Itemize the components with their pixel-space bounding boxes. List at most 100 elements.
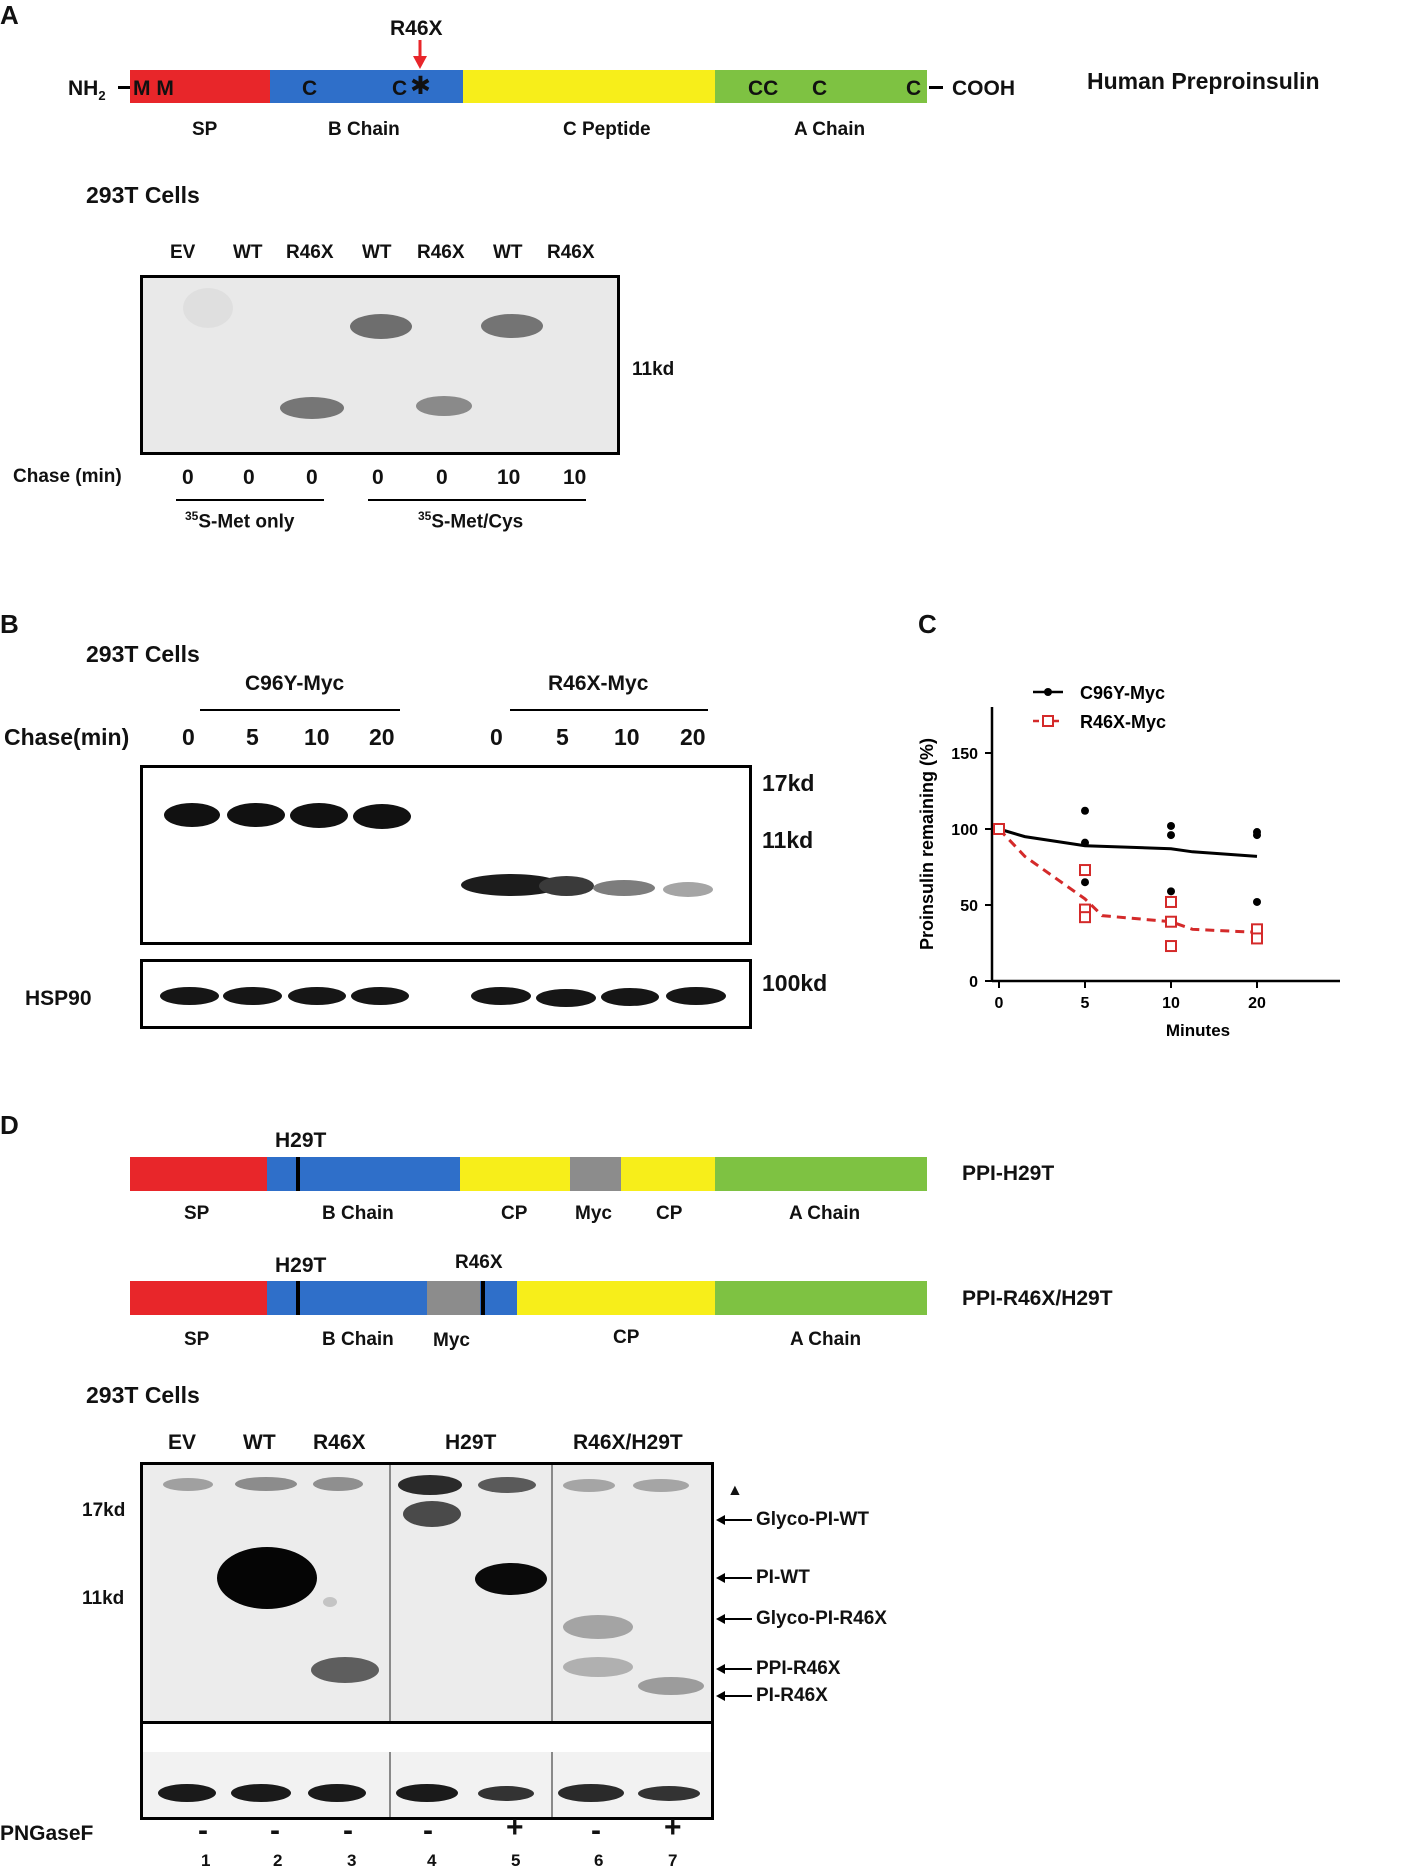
chase-a-6: 10: [497, 466, 521, 489]
construct2-label-a-chain: A Chain: [790, 1329, 862, 1350]
mutation-label-r46x: R46X: [390, 17, 443, 40]
construct1-label-b-chain: B Chain: [322, 1203, 394, 1224]
blot-d-pi-r46x-lane7: [638, 1677, 704, 1695]
c-terminus: COOH: [952, 77, 1015, 100]
domain-sp-bar: [130, 70, 270, 103]
y-tick-label: 150: [951, 746, 978, 763]
construct2-name: PPI-R46X/H29T: [962, 1287, 1113, 1310]
band-label-glyco-pi-wt: Glyco-PI-WT: [756, 1509, 869, 1530]
lane-number-3: 3: [347, 1851, 357, 1870]
c-terminus-dash: [929, 86, 943, 89]
blot-d-loading-5: [478, 1786, 534, 1801]
blot-d-loading-splice-1: [389, 1752, 391, 1817]
construct1-label-sp: SP: [184, 1203, 210, 1224]
blot-d-top-1: [163, 1478, 213, 1491]
lane-number-7: 7: [668, 1851, 678, 1870]
label-met-cys: 35S-Met/Cys: [418, 510, 523, 531]
blot-b-band-r46x-20: [663, 882, 713, 897]
data-point-r46x: [1251, 932, 1263, 945]
y-axis-label: Proinsulin remaining (%): [917, 738, 937, 950]
band-arrows: [716, 1515, 752, 1701]
blot-a-band-wt-3: [481, 314, 543, 338]
y-tick-label: 0: [969, 974, 978, 991]
lane-number-4: 4: [427, 1851, 437, 1870]
loading-label-hsp90: HSP90: [25, 987, 92, 1010]
residue-mm: M M: [133, 77, 174, 100]
construct-title: Human Preproinsulin: [1087, 68, 1320, 94]
lane-number-1: 1: [201, 1851, 211, 1870]
data-point-c96y: [1253, 831, 1261, 840]
band-label-pi-r46x: PI-R46X: [756, 1685, 828, 1706]
pngase-5: +: [506, 1811, 524, 1844]
cells-label-d: 293T Cells: [86, 1382, 200, 1408]
x-tick-label: 5: [1081, 995, 1090, 1012]
x-tick-label: 0: [995, 995, 1004, 1012]
construct1-label-a-chain: A Chain: [789, 1203, 861, 1224]
lane-a-5: R46X: [417, 242, 465, 263]
x-tick-label: 20: [1248, 995, 1266, 1012]
blot-d-main: [140, 1462, 714, 1724]
n-terminus-text: NH: [68, 77, 99, 100]
construct2-cp-bar: [517, 1281, 715, 1315]
construct2-label-sp: SP: [184, 1329, 210, 1350]
blot-d-speck: [323, 1597, 337, 1607]
mutation-star-icon: ✱: [410, 72, 431, 100]
cells-label-a: 293T Cells: [86, 182, 200, 208]
blot-d-loading-2: [231, 1784, 291, 1802]
chase-a-7: 10: [563, 466, 587, 489]
domain-c-peptide-bar: [463, 70, 715, 103]
bracket-met-cys: [368, 499, 586, 501]
blot-d-top-6: [563, 1479, 615, 1492]
label-met-only: 35S-Met only: [185, 510, 294, 531]
x-axis-label: Minutes: [1166, 1021, 1230, 1040]
construct2-label-cp: CP: [613, 1327, 640, 1348]
blot-d-loading-gap: [143, 1724, 711, 1752]
pngase-2: -: [270, 1814, 280, 1847]
label-met-cys-text: S-Met/Cys: [431, 511, 524, 533]
lane-d-h29t: H29T: [445, 1431, 497, 1454]
blot-b-hsp90-4: [351, 987, 409, 1005]
lane-a-7: R46X: [547, 242, 595, 263]
chart-series: [993, 806, 1263, 953]
data-point-c96y: [1081, 806, 1089, 815]
label-met-cys-sup: 35: [418, 509, 432, 523]
blot-b-hsp90-6: [536, 989, 596, 1007]
blot-d-loading-1: [158, 1784, 216, 1802]
blot-d-loading-6: [558, 1784, 624, 1802]
construct2-b-chain-tail-bar: [480, 1281, 517, 1315]
blot-d-top-3: [313, 1477, 363, 1491]
chase-b-4: 20: [369, 724, 395, 750]
blot-d-loading-4: [396, 1784, 458, 1802]
construct1-h29t-marker: [296, 1157, 300, 1191]
marker-d-17kd: 17kd: [82, 1500, 126, 1521]
blot-b-hsp90-2: [223, 987, 282, 1005]
construct2-mutation1-label: H29T: [275, 1254, 327, 1277]
construct2-myc-bar: [427, 1281, 480, 1315]
blot-a-band-wt-2: [350, 314, 412, 339]
blot-b-band-r46x-0: [461, 874, 561, 896]
lane-a-6: WT: [493, 242, 523, 263]
domain-label-a-chain: A Chain: [794, 119, 866, 140]
chase-a-4: 0: [372, 466, 384, 489]
pngase-label: PNGaseF: [0, 1822, 94, 1845]
pngase-4: -: [423, 1814, 433, 1847]
fit-line-c96y: [998, 827, 1258, 858]
blot-d-splice-1: [389, 1465, 391, 1721]
lane-number-6: 6: [594, 1851, 604, 1870]
group-label-c96y: C96Y-Myc: [245, 672, 345, 695]
pngase-3: -: [343, 1814, 353, 1847]
legend-marker-r46x: [1042, 715, 1054, 727]
blot-b-hsp90-3: [288, 987, 346, 1005]
x-ticks: 0 5 10 20: [995, 981, 1266, 1012]
blot-b-hsp90-1: [160, 987, 219, 1005]
n-terminus-sub: 2: [98, 88, 106, 104]
pngase-1: -: [198, 1814, 208, 1847]
blot-d-loading: [140, 1724, 714, 1820]
lane-number-5: 5: [511, 1851, 521, 1870]
band-label-ppi-r46x: PPI-R46X: [756, 1658, 841, 1679]
marker-b-11kd: 11kd: [762, 827, 814, 853]
chase-label-b: Chase(min): [4, 724, 130, 750]
blot-b-hsp90: [140, 959, 752, 1029]
chase-b-3: 10: [304, 724, 330, 750]
